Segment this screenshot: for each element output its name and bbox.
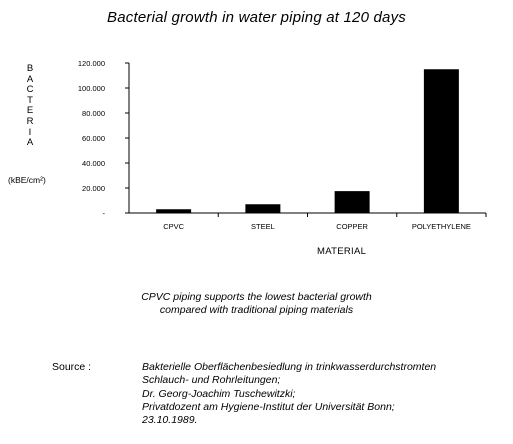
x-tick-label: STEEL [251, 222, 275, 231]
caption-line: compared with traditional piping materia… [159, 304, 354, 316]
y-axis-label-letter: T [27, 94, 33, 106]
x-tick-label: COPPER [336, 222, 368, 231]
chart-title: Bacterial growth in water piping at 120 … [107, 9, 406, 26]
x-tick-label: POLYETHYLENE [412, 222, 471, 231]
y-axis-label-letter: A [26, 73, 34, 85]
bar [245, 204, 281, 213]
source-line: 23.10.1989. [142, 414, 198, 427]
y-tick-label: - [103, 209, 106, 218]
y-tick-label: 120.000 [78, 59, 105, 68]
y-tick-label: 40.000 [82, 159, 105, 168]
source-label: Source : [52, 361, 92, 373]
source-line: Privatdozent am Hygiene-Institut der Uni… [142, 400, 395, 413]
y-tick-label: 80.000 [82, 109, 105, 118]
y-axis-label-letter: E [26, 105, 34, 117]
source-citation: Bakterielle Oberflächenbesiedlung in tri… [142, 361, 436, 427]
y-axis-label-letter: R [26, 115, 34, 127]
source-line: Dr. Georg-Joachim Tuschewitzki; [142, 387, 296, 400]
bar [423, 69, 459, 213]
y-axis-label-letter: B [26, 63, 34, 74]
bar [334, 191, 370, 213]
source-line: Bakterielle Oberflächenbesiedlung in tri… [142, 361, 437, 373]
y-tick-label: 100.000 [78, 84, 105, 93]
y-tick-label: 20.000 [82, 184, 105, 193]
bar [156, 209, 192, 213]
y-axis-unit: (kBE/cm²) [8, 175, 46, 185]
x-tick-label: CPVC [163, 222, 184, 231]
x-axis-label: MATERIAL [317, 246, 367, 257]
y-tick-label: 60.000 [82, 134, 105, 143]
caption-line: CPVC piping supports the lowest bacteria… [141, 291, 372, 303]
y-axis-label-letter: I [28, 126, 32, 138]
y-axis-label-letter: A [26, 137, 34, 149]
y-axis-label-letter: C [26, 84, 34, 96]
source-line: Schlauch- und Rohrleitungen; [142, 374, 281, 387]
chart-caption: CPVC piping supports the lowest bacteria… [0, 291, 513, 317]
